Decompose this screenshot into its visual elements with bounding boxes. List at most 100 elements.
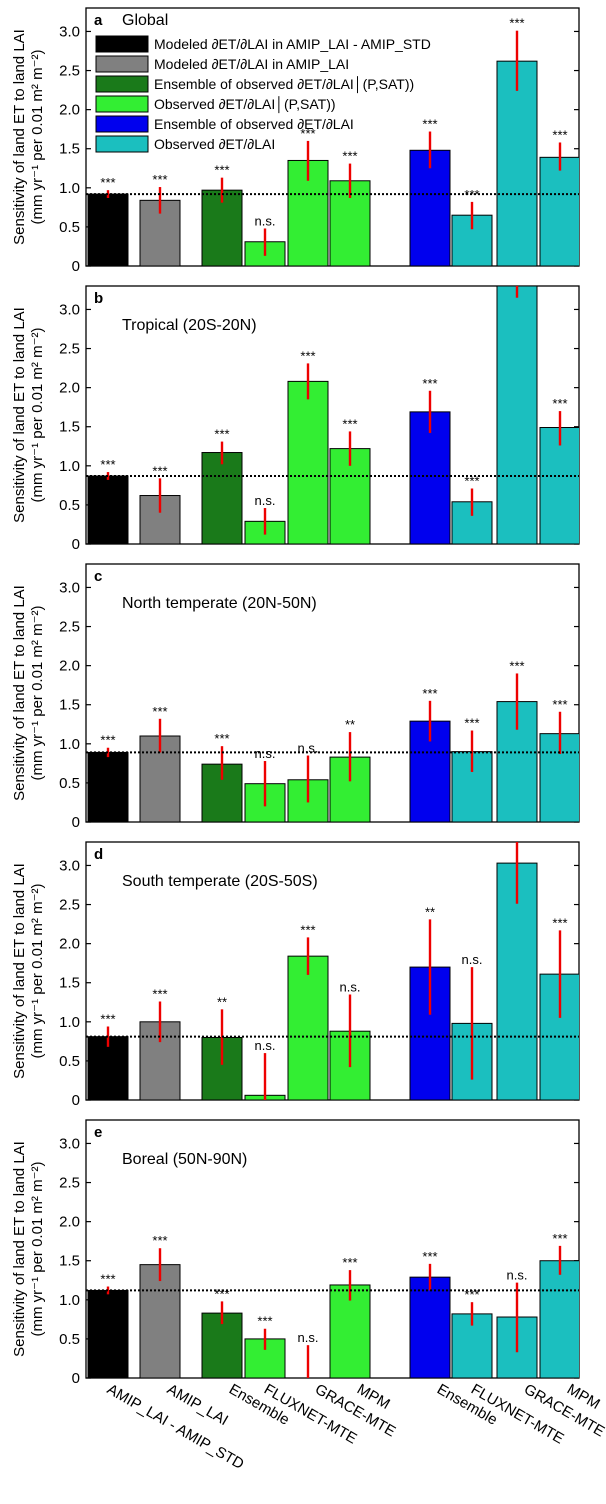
panel-title: North temperate (20N-50N) [122, 595, 317, 612]
significance-label: *** [100, 1012, 115, 1027]
legend-swatch [95, 95, 149, 113]
y-tick-label: 0 [72, 536, 80, 553]
legend-label: Modeled ∂ET/∂LAI in AMIP_LAI [154, 56, 349, 72]
significance-label: *** [300, 922, 315, 937]
bar [87, 1036, 129, 1100]
bar [539, 427, 579, 544]
y-tick-label: 3.0 [59, 301, 80, 318]
bar-group [87, 842, 579, 1100]
legend-label: Observed ∂ET/∂LAI [154, 136, 275, 152]
significance-label: *** [464, 473, 479, 488]
panel-d: 00.51.01.52.02.53.0********n.s.***n.s.**… [11, 841, 580, 1109]
significance-label: n.s. [255, 746, 276, 761]
bar [287, 380, 329, 544]
significance-label: n.s. [298, 1330, 319, 1345]
y-axis-label: Sensitivity of land ET to land LAI [11, 307, 28, 523]
significance-label: *** [152, 172, 167, 187]
significance-label: *** [100, 733, 115, 748]
y-tick-label: 1.0 [59, 180, 80, 197]
y-tick-label: 1.5 [59, 975, 80, 992]
y-axis-units: (mm yr⁻¹ per 0.01 m² m⁻²) [29, 883, 46, 1058]
legend: Modeled ∂ET/∂LAI in AMIP_LAI - AMIP_STD M… [95, 35, 431, 153]
y-tick-label: 0 [72, 258, 80, 275]
y-tick-label: 3.0 [59, 1135, 80, 1152]
y-tick-label: 2.5 [59, 1175, 80, 1192]
significance-label: *** [342, 149, 357, 164]
bar [539, 156, 579, 266]
panel-letter: e [94, 1124, 102, 1141]
y-axis-label: Sensitivity of land ET to land LAI [11, 863, 28, 1079]
significance-label: n.s. [255, 213, 276, 228]
bar [287, 955, 329, 1100]
legend-label: Ensemble of observed ∂ET/∂LAI│(P,SAT)) [154, 76, 414, 94]
significance-label: *** [300, 348, 315, 363]
y-tick-label: 2.5 [59, 897, 80, 914]
significance-label: *** [422, 1249, 437, 1264]
panel-e: 0 0.5 1.0 1.5 2.0 2.5 3.0 *** *** *** *** n.s. *** **… [11, 1119, 580, 1387]
y-axis-label: Sensitivity of land ET to land LAI [11, 29, 28, 245]
bar [139, 1264, 181, 1378]
significance-label: *** [342, 416, 357, 431]
y-tick-label: 3.0 [59, 579, 80, 596]
y-tick-label: 2.0 [59, 380, 80, 397]
y-tick-label: 1.0 [59, 458, 80, 475]
y-axis-units: (mm yr⁻¹ per 0.01 m² m⁻²) [29, 1161, 46, 1336]
significance-label: *** [509, 658, 524, 673]
significance-label: *** [214, 731, 229, 746]
significance-label: n.s. [255, 1038, 276, 1053]
significance-label: n.s. [340, 979, 361, 994]
panel-letter: b [94, 290, 103, 307]
significance-label: *** [152, 1233, 167, 1248]
significance-label: *** [422, 117, 437, 132]
significance-label: ** [217, 994, 227, 1009]
y-tick-label: 1.0 [59, 1014, 80, 1031]
significance-label: *** [152, 463, 167, 478]
significance-label: *** [464, 187, 479, 202]
y-tick-label: 1.0 [59, 1292, 80, 1309]
y-tick-label: 2.0 [59, 1214, 80, 1231]
bar [409, 411, 451, 544]
y-axis-label: Sensitivity of land ET to land LAI [11, 1141, 28, 1357]
y-tick-label: 2.0 [59, 658, 80, 675]
significance-label: *** [257, 1314, 272, 1329]
bar [139, 199, 181, 266]
significance-label: n.s. [298, 741, 319, 756]
significance-label: *** [552, 396, 567, 411]
panel-title: Tropical (20S-20N) [122, 317, 257, 334]
y-tick-label: 0.5 [59, 775, 80, 792]
significance-label: *** [214, 427, 229, 442]
panel-c: 00.51.01.52.02.53.0*********n.s. n.s.****… [11, 563, 580, 831]
significance-label: *** [552, 697, 567, 712]
bar [539, 1260, 579, 1378]
y-tick-label: 0.5 [59, 1053, 80, 1070]
y-tick-label: 1.0 [59, 736, 80, 753]
significance-label: n.s. [507, 1268, 528, 1283]
legend-swatch [95, 75, 149, 93]
y-tick-label: 0 [72, 1370, 80, 1387]
bar [87, 751, 129, 822]
legend-swatch [95, 115, 149, 133]
legend-label: Ensemble of observed ∂ET/∂LAI [154, 116, 354, 132]
y-tick-label: 0.5 [59, 1331, 80, 1348]
bar [201, 452, 243, 544]
significance-label: *** [152, 986, 167, 1001]
panel-a: 0 0.5 1.0 1.5 2.0 2.5 3.0 *** *** *** n.s. *** *** **… [11, 7, 580, 275]
significance-label: *** [552, 127, 567, 142]
y-tick-label: 2.5 [59, 63, 80, 80]
significance-label: *** [300, 126, 315, 141]
y-tick-label: 1.5 [59, 141, 80, 158]
significance-label: *** [422, 686, 437, 701]
y-axis-units: (mm yr⁻¹ per 0.01 m² m⁻²) [29, 49, 46, 224]
significance-label: *** [100, 1272, 115, 1287]
legend-label: Observed ∂ET/∂LAI│(P,SAT)) [154, 96, 336, 114]
legend-swatch [95, 55, 149, 73]
legend-swatch [95, 35, 149, 53]
bar [87, 475, 129, 544]
y-tick-label: 1.5 [59, 1253, 80, 1270]
significance-label: *** [464, 1287, 479, 1302]
significance-label: *** [214, 163, 229, 178]
y-tick-label: 0.5 [59, 497, 80, 514]
panel-b: 0 0.5 1.0 1.5 2.0 2.5 3.0 *** *** *** n.s. *** *** **… [11, 285, 580, 553]
y-axis-units: (mm yr⁻¹ per 0.01 m² m⁻²) [29, 327, 46, 502]
